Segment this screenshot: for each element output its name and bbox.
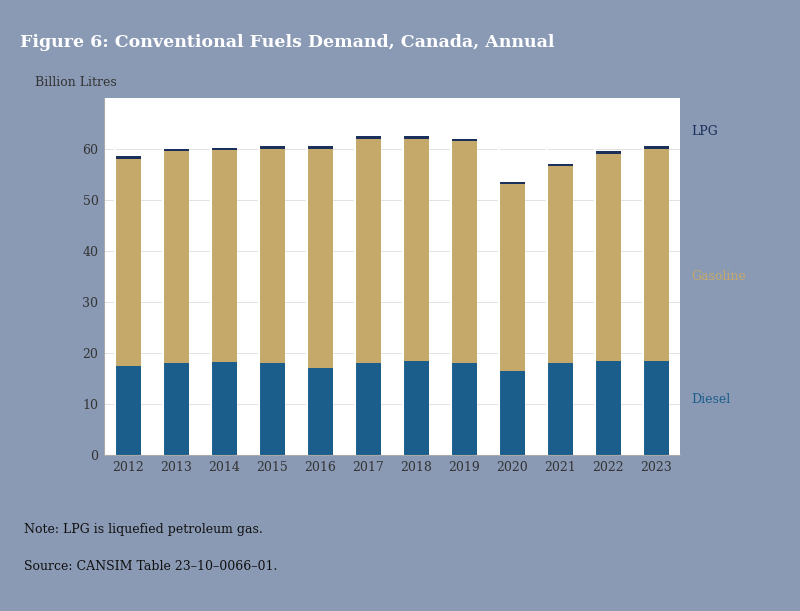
Bar <box>163 149 190 152</box>
Bar <box>259 146 286 149</box>
Text: Note: LPG is liquefied petroleum gas.: Note: LPG is liquefied petroleum gas. <box>24 523 262 536</box>
Bar <box>354 139 381 364</box>
Bar <box>547 166 573 364</box>
Bar <box>402 136 429 139</box>
Bar <box>211 150 238 362</box>
Bar <box>499 183 526 371</box>
Bar <box>211 148 238 150</box>
Text: Billion Litres: Billion Litres <box>35 76 117 89</box>
Bar <box>259 149 286 364</box>
Bar <box>402 360 429 455</box>
Bar <box>499 182 526 183</box>
Bar <box>451 139 477 141</box>
Text: Source: CANSIM Table 23–10–0066–01.: Source: CANSIM Table 23–10–0066–01. <box>24 560 278 573</box>
Bar <box>547 164 573 166</box>
Bar <box>163 152 190 364</box>
Text: Diesel: Diesel <box>691 393 730 406</box>
Bar <box>115 366 141 455</box>
Bar <box>211 362 238 455</box>
Bar <box>594 360 622 455</box>
Bar <box>643 360 669 455</box>
Bar <box>451 141 477 364</box>
Bar <box>547 364 573 455</box>
Bar <box>354 136 381 139</box>
Bar <box>354 364 381 455</box>
Bar <box>643 149 669 360</box>
Bar <box>163 364 190 455</box>
Bar <box>594 154 622 360</box>
Bar <box>594 152 622 154</box>
Bar <box>115 159 141 366</box>
Bar <box>402 139 429 360</box>
Bar <box>307 146 334 149</box>
Bar <box>259 364 286 455</box>
Bar <box>451 364 477 455</box>
Bar <box>643 146 669 149</box>
Text: Gasoline: Gasoline <box>691 270 746 283</box>
Bar <box>307 149 334 368</box>
Bar <box>499 371 526 455</box>
Text: Figure 6: Conventional Fuels Demand, Canada, Annual: Figure 6: Conventional Fuels Demand, Can… <box>20 34 554 51</box>
Bar <box>307 368 334 455</box>
Text: LPG: LPG <box>691 125 718 138</box>
Bar <box>115 156 141 159</box>
